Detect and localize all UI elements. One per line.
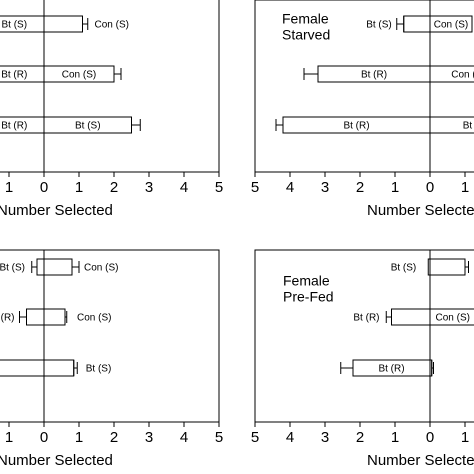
error-bar xyxy=(82,16,89,32)
x-tick-label: 1 xyxy=(391,179,399,196)
x-tick-label: 0 xyxy=(426,429,434,446)
panel-title: Starved xyxy=(282,27,330,43)
bar-label: Bt (R) xyxy=(343,121,369,132)
error-bar xyxy=(113,66,122,82)
bar-label: Bt (S) xyxy=(75,121,101,132)
x-tick-label: 0 xyxy=(40,179,48,196)
bar xyxy=(429,65,474,83)
error-bar xyxy=(275,117,284,133)
bar-label: Con (S) xyxy=(436,313,470,324)
x-tick-label: 1 xyxy=(391,429,399,446)
error-bar xyxy=(131,117,141,133)
bar-label: Con (S) xyxy=(62,70,96,81)
bar xyxy=(43,258,73,276)
x-tick-label: 3 xyxy=(145,429,153,446)
bar-label: Con (S) xyxy=(77,313,111,324)
x-axis-label: Number Selected xyxy=(0,202,113,219)
bar-label: Bt (R) xyxy=(353,313,379,324)
bar xyxy=(429,116,474,134)
bar xyxy=(391,308,431,326)
x-tick-label: 5 xyxy=(215,429,223,446)
bar-label: Bt (S) xyxy=(1,20,27,31)
x-tick-label: 5 xyxy=(215,179,223,196)
bar xyxy=(43,15,83,33)
x-tick-label: 0 xyxy=(40,429,48,446)
panel-title: Female xyxy=(283,273,330,289)
bar-label: Bt (S) xyxy=(391,263,417,274)
bar xyxy=(403,15,431,33)
x-tick-label: 4 xyxy=(180,179,188,196)
error-bar xyxy=(431,360,434,376)
x-axis-label: Number Selected xyxy=(367,202,474,219)
bar-label: Bt (R) xyxy=(1,70,27,81)
x-tick-label: 3 xyxy=(145,179,153,196)
bar-label: Con (S) xyxy=(451,70,474,81)
bar-label: Bt (R) xyxy=(361,70,387,81)
error-bar xyxy=(303,66,319,82)
error-bar xyxy=(385,309,392,325)
plot-frame xyxy=(0,249,220,423)
x-tick-label: 4 xyxy=(286,429,294,446)
bar-label: Bt (R) xyxy=(378,364,404,375)
x-tick-label: 2 xyxy=(110,429,118,446)
x-tick-label: 0 xyxy=(426,179,434,196)
x-tick-label: 1 xyxy=(461,179,469,196)
error-bar xyxy=(396,16,405,32)
panel-title: Pre-Fed xyxy=(283,289,334,305)
bar xyxy=(36,258,45,276)
bar-label: Bt (R) xyxy=(1,121,27,132)
x-tick-label: 3 xyxy=(321,429,329,446)
x-tick-label: 1 xyxy=(461,429,469,446)
x-tick-label: 4 xyxy=(180,429,188,446)
panel-title: Female xyxy=(282,11,329,27)
bar xyxy=(0,359,45,377)
x-tick-label: 2 xyxy=(356,429,364,446)
x-tick-label: 1 xyxy=(75,429,83,446)
error-bar xyxy=(64,309,68,325)
x-tick-label: 2 xyxy=(110,179,118,196)
error-bar xyxy=(71,259,80,275)
bar-label: Bt (S) xyxy=(86,364,112,375)
x-axis-label: Number Selected xyxy=(367,452,474,469)
bar-label: Con (S) xyxy=(95,20,129,31)
bar-label: Bt (S) xyxy=(366,20,392,31)
bar-label: Con (S) xyxy=(434,20,468,31)
x-tick-label: 2 xyxy=(356,179,364,196)
bar-label: Bt (R) xyxy=(0,313,15,324)
error-bar xyxy=(73,360,78,376)
error-bar xyxy=(340,360,354,376)
x-tick-label: 1 xyxy=(75,179,83,196)
x-tick-label: 1 xyxy=(5,179,13,196)
x-tick-label: 5 xyxy=(251,429,259,446)
bar xyxy=(429,258,466,276)
x-tick-label: 4 xyxy=(286,179,294,196)
x-tick-label: 1 xyxy=(5,429,13,446)
bar xyxy=(429,308,474,326)
error-bar xyxy=(19,309,27,325)
error-bar xyxy=(31,259,38,275)
bar xyxy=(26,308,45,326)
x-axis-label: Number Selected xyxy=(0,452,113,469)
bar xyxy=(43,359,75,377)
bar-label: Con (S) xyxy=(84,263,118,274)
x-tick-label: 3 xyxy=(321,179,329,196)
error-bar xyxy=(464,259,469,275)
bar-label: Bt (S) xyxy=(463,121,474,132)
x-tick-label: 5 xyxy=(251,179,259,196)
bar-label: Bt (S) xyxy=(0,263,25,274)
bar xyxy=(43,308,66,326)
bar xyxy=(429,15,473,33)
